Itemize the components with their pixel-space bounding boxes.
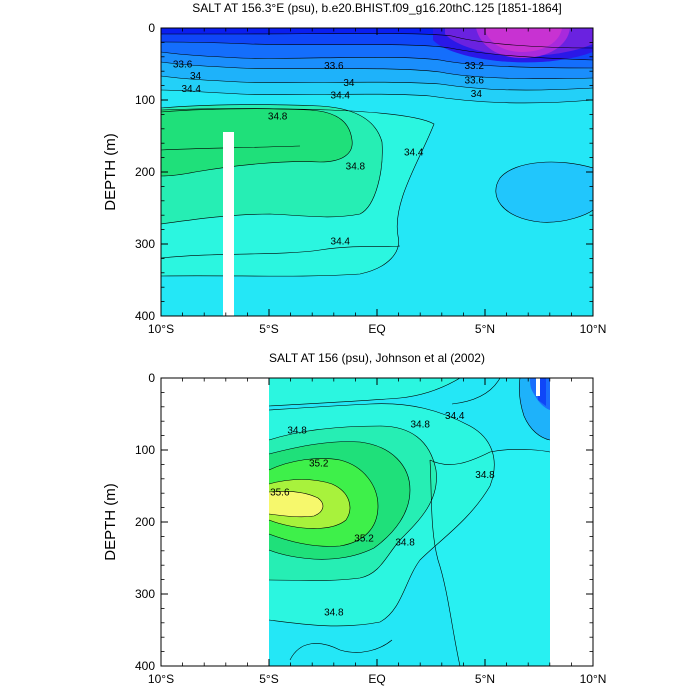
contour-label: 34.4 <box>445 411 465 422</box>
contour-label: 33.6 <box>324 61 344 72</box>
bottom-axes: 10°S 5°S EQ 5°N 10°N 0 100 200 300 400 <box>135 371 606 686</box>
top-axes: 10°S 5°S EQ 5°N 10°N 0 100 200 300 400 <box>135 21 606 336</box>
bottom-x-tick-label: 5°N <box>475 672 495 686</box>
contour-label: 35.2 <box>354 533 374 544</box>
top-x-tick-label: EQ <box>368 322 385 336</box>
bottom-y-tick-label: 0 <box>148 371 155 385</box>
contour-label: 33.6 <box>464 75 484 86</box>
bottom-y-tick-label: 200 <box>135 515 155 529</box>
model-contour-fill <box>161 28 593 316</box>
contour-label: 34.8 <box>324 608 344 619</box>
top-y-axis-label: DEPTH (m) <box>102 133 119 211</box>
contour-label: 34.8 <box>346 162 366 173</box>
bottom-y-tick-label: 300 <box>135 587 155 601</box>
bottom-contour-labels: 34.8 34.8 34.4 35.2 34.8 35.6 35.2 34.8 34.8 <box>270 411 495 619</box>
bottom-x-tick-label: 10°N <box>580 672 607 686</box>
contour-label: 34.8 <box>475 470 495 481</box>
top-y-tick-label: 300 <box>135 237 155 251</box>
bottom-y-tick-label: 100 <box>135 443 155 457</box>
bottom-y-axis-label: DEPTH (m) <box>102 483 119 561</box>
top-y-tick-label: 200 <box>135 165 155 179</box>
top-y-tick-label: 0 <box>148 21 155 35</box>
observed-contour-lines <box>268 378 551 666</box>
contour-label: 35.6 <box>270 487 290 498</box>
bottom-x-tick-label: EQ <box>368 672 385 686</box>
contour-label: 34.4 <box>331 90 351 101</box>
top-panel-title: SALT AT 156.3°E (psu), b.e20.BHIST.f09_g… <box>192 1 562 15</box>
top-x-tick-label: 5°S <box>259 322 278 336</box>
top-y-tick-label: 400 <box>135 309 155 323</box>
contour-label: 34.8 <box>287 425 307 436</box>
contour-label: 35.2 <box>309 458 329 469</box>
contour-label: 34.8 <box>268 111 288 122</box>
contour-label: 34 <box>471 89 483 100</box>
bottom-x-tick-label: 5°S <box>259 672 278 686</box>
contour-label: 34.8 <box>410 420 430 431</box>
top-x-tick-label: 5°N <box>475 322 495 336</box>
missing-data-gap <box>536 378 540 396</box>
contour-label: 34.8 <box>395 538 415 549</box>
bottom-x-tick-label: 10°S <box>148 672 174 686</box>
top-x-tick-label: 10°S <box>148 322 174 336</box>
bottom-y-tick-label: 400 <box>135 659 155 673</box>
contour-label: 33.6 <box>173 60 193 71</box>
top-x-tick-label: 10°N <box>580 322 607 336</box>
contour-label: 34 <box>343 78 355 89</box>
contour-label: 34.4 <box>182 84 202 95</box>
observed-contour-fill <box>268 378 551 666</box>
contour-label: 33.2 <box>464 61 484 72</box>
contour-label: 34.4 <box>404 147 424 158</box>
bottom-panel-title: SALT AT 156 (psu), Johnson et al (2002) <box>269 351 485 365</box>
contour-label: 34.4 <box>331 237 351 248</box>
contour-label: 34 <box>190 71 202 82</box>
observed-salinity-panel: 34.8 34.8 34.4 35.2 34.8 35.6 35.2 34.8 34.8 10°… <box>102 351 606 686</box>
missing-data-column <box>223 132 234 316</box>
top-y-tick-label: 100 <box>135 93 155 107</box>
